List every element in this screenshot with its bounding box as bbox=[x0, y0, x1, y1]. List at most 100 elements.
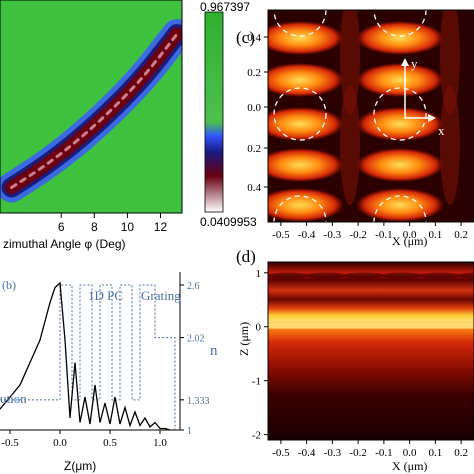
panel-a-xlabel: zimuthal Angle φ (Deg) bbox=[3, 237, 126, 251]
field-lobe bbox=[268, 21, 344, 55]
panel-d-xtick-label: -0.1 bbox=[375, 447, 392, 459]
x-arrow-label: x bbox=[438, 123, 445, 138]
field-lobe bbox=[356, 188, 444, 222]
ridge-highlight bbox=[10, 32, 179, 189]
field-lobe bbox=[268, 148, 344, 182]
colorbar bbox=[204, 11, 224, 213]
panel-c: y x (c) -0.5 -0.4 -0.3 -0.2 -0.1 0.0 0.1 0.2 0.4… bbox=[236, 9, 474, 248]
panel-b-xlabel: Z(μm) bbox=[64, 459, 96, 473]
panel-b-axes: -0.5 0.0 0.5 1.0 2.6 2.02 1.333 1 bbox=[1, 281, 209, 449]
unit-cell-circle bbox=[373, 195, 427, 222]
unit-cell-circle bbox=[373, 10, 427, 37]
field-lobe bbox=[268, 188, 344, 222]
panel-b-ytick-label: 2.02 bbox=[187, 334, 205, 345]
panel-c-xtick-label: -0.1 bbox=[375, 229, 392, 241]
panel-d-ytick-label: -2 bbox=[252, 430, 261, 442]
field-lobe bbox=[268, 107, 344, 141]
panel-d-field bbox=[268, 262, 474, 440]
annotation-1d-pc: 1D PC bbox=[88, 288, 123, 303]
panel-b: -0.5 0.0 0.5 1.0 2.6 2.02 1.333 1 (b) 1D PC Gra… bbox=[0, 272, 218, 473]
panel-d-frame bbox=[267, 261, 474, 441]
panel-c-ytick-label: 0.2 bbox=[247, 67, 261, 79]
panel-c-xtick-label: 0.0 bbox=[403, 229, 417, 241]
field-band-dip bbox=[344, 272, 384, 279]
field-band-dip bbox=[458, 272, 474, 279]
field-gap bbox=[340, 85, 360, 205]
panel-d-ytick-label: -1 bbox=[252, 376, 261, 388]
unit-cell-circle bbox=[373, 87, 427, 141]
field-band-dip bbox=[306, 272, 346, 279]
panel-d-xtick-label: -0.4 bbox=[298, 447, 316, 459]
panel-c-axes: -0.5 -0.4 -0.3 -0.2 -0.1 0.0 0.1 0.2 0.4 0.2 0.0 0.… bbox=[247, 32, 468, 241]
panel-c-xtick-label: 0.2 bbox=[454, 229, 468, 241]
panel-b-field-curve bbox=[0, 281, 171, 431]
panel-b-ylabel-right: n bbox=[210, 343, 218, 359]
panel-d-xtick-label: 0.1 bbox=[429, 447, 443, 459]
panel-c-field bbox=[268, 10, 460, 222]
field-lobe bbox=[356, 21, 444, 55]
panel-d-xlabel: X (μm) bbox=[392, 459, 427, 473]
y-arrow-label: y bbox=[411, 56, 418, 71]
y-arrow-head bbox=[401, 58, 409, 66]
panel-a-xtick-label: 10 bbox=[121, 220, 135, 234]
panel-a-x-axis: 6 8 10 12 bbox=[58, 213, 168, 234]
panel-c-ytick-label: 0.0 bbox=[247, 102, 261, 114]
panel-d-xtick-label: 0.2 bbox=[454, 447, 468, 459]
panel-a: 6 8 10 12 zimuthal Angle φ (Deg) 0.967397 0… bbox=[0, 0, 257, 251]
unit-cell-circle bbox=[273, 87, 327, 141]
panel-a-xtick-label: 8 bbox=[91, 220, 98, 234]
panel-a-xtick-label: 12 bbox=[154, 220, 168, 234]
panel-b-xtick-label: 0.5 bbox=[103, 437, 117, 449]
panel-d-ytick-label: 0 bbox=[256, 322, 262, 334]
field-lobe bbox=[268, 63, 344, 97]
annotation-grating: Grating bbox=[141, 288, 181, 303]
panel-b-xtick-label: 1.0 bbox=[153, 437, 167, 449]
panel-b-plot-area bbox=[0, 272, 180, 430]
panel-d-axes: -0.5 -0.4 -0.3 -0.2 -0.1 0.0 0.1 0.2 1 0 -1 -2 bbox=[252, 268, 468, 459]
panel-a-xtick-label: 6 bbox=[58, 220, 65, 234]
colorbar-min-label: 0.0409953 bbox=[200, 215, 257, 229]
panel-b-ytick-label: 2.6 bbox=[187, 281, 200, 292]
panel-a-frame bbox=[0, 0, 183, 214]
panel-d-ytick-label: 1 bbox=[256, 268, 262, 280]
x-arrow-head bbox=[428, 114, 436, 122]
field-bright-band bbox=[268, 322, 474, 329]
panel-c-xtick-label: -0.3 bbox=[324, 229, 342, 241]
annotation-ution: ution bbox=[0, 391, 27, 406]
panel-b-ytick-label: 1 bbox=[187, 426, 192, 437]
panel-c-xtick-label: -0.2 bbox=[349, 229, 366, 241]
field-intensity-line bbox=[0, 281, 171, 431]
field-lobe bbox=[356, 63, 444, 97]
panel-d-ylabel: Z (μm) bbox=[237, 322, 251, 356]
panel-d-xtick-label: 0.0 bbox=[403, 447, 417, 459]
field-lobe bbox=[356, 107, 444, 141]
panel-d-texture bbox=[268, 272, 474, 329]
panel-c-xtick-label: -0.5 bbox=[272, 229, 290, 241]
field-gap bbox=[440, 85, 460, 205]
field-band-dip bbox=[382, 272, 422, 279]
panel-c-ytick-label: 0.4 bbox=[247, 182, 261, 194]
panel-b-xtick-label: 0.0 bbox=[53, 437, 67, 449]
panel-c-axes-arrows: y x bbox=[401, 56, 445, 138]
field-band-dip bbox=[268, 272, 308, 279]
panel-c-ytick-label: 0.2 bbox=[247, 143, 261, 155]
field-band-dip bbox=[420, 272, 460, 279]
panel-b-ytick-label: 1.333 bbox=[187, 396, 210, 407]
panel-d: (d) -0.5 -0.4 -0.3 -0.2 -0.1 0.0 0.1 0.210-1-2 … bbox=[236, 247, 474, 473]
panel-d-xtick-label: -0.5 bbox=[272, 447, 290, 459]
unit-cell-circle bbox=[273, 195, 327, 222]
field-gap bbox=[440, 10, 460, 115]
unit-cell-circle bbox=[273, 10, 327, 37]
panel-c-xtick-label: 0.1 bbox=[429, 229, 443, 241]
panel-b-xtick-label: -0.5 bbox=[1, 437, 19, 449]
panel-d-xtick-label: -0.2 bbox=[349, 447, 366, 459]
panel-c-label: (c) bbox=[236, 28, 255, 47]
panel-d-xtick-label: -0.3 bbox=[324, 447, 342, 459]
panel-c-frame bbox=[267, 9, 474, 223]
panel-a-ridge bbox=[0, 19, 182, 203]
panel-c-ytick-label: 0.4 bbox=[247, 32, 261, 44]
field-gap bbox=[340, 10, 360, 115]
panel-c-unit-cells bbox=[273, 10, 427, 222]
colorbar-max-label: 0.967397 bbox=[200, 0, 250, 14]
